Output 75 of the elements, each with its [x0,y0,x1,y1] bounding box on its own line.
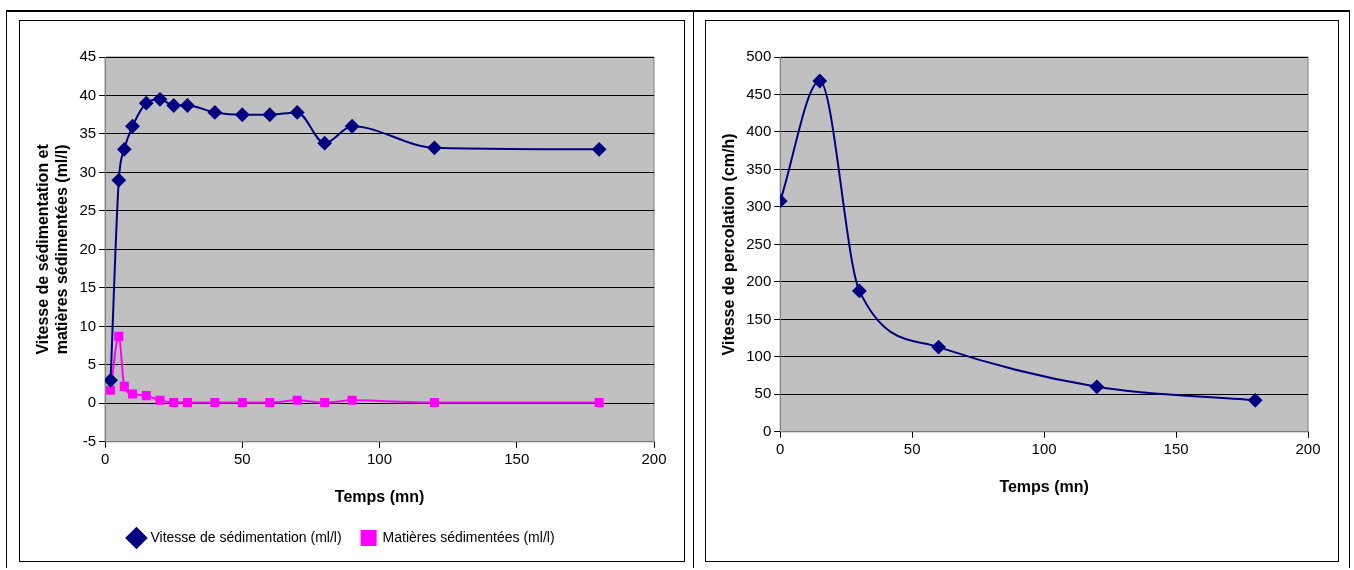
point [117,142,132,157]
point [812,73,827,88]
point [931,340,946,355]
point [429,398,439,408]
point [427,140,442,155]
y-tick-label: 35 [79,124,97,142]
y-tick-label: 100 [746,346,772,364]
point [320,398,330,408]
point [180,98,195,113]
point [182,398,192,408]
y-tick-label: 45 [79,47,97,65]
point [317,136,332,151]
x-tick-label: 0 [100,449,110,467]
point [139,96,154,111]
y-tick-label: 500 [746,47,772,65]
y-tick-label: 10 [79,316,97,334]
x-tick-label: 100 [367,449,393,467]
point [852,283,867,298]
legend-label: Matières sédimentées (ml/l) [382,528,555,545]
y-tick-label: -5 [82,431,97,449]
point [235,107,250,122]
point [111,173,126,188]
point [128,389,138,399]
y-tick-label: 450 [746,84,772,102]
point [152,92,167,107]
x-tick-label: 50 [233,449,251,467]
x-tick-label: 200 [641,449,667,467]
x-tick-label: 150 [1163,439,1189,457]
point [210,398,220,408]
y-tick-label: 30 [79,162,97,180]
y-tick-label: 200 [746,272,772,290]
legend-label: Vitesse de sédimentation (ml/l) [150,528,342,545]
point [594,398,604,408]
point [169,398,179,408]
y-tick-label: 50 [754,384,772,402]
point [262,107,277,122]
x-axis-title: Temps (mn) [999,477,1089,495]
y-tick-label: 250 [746,234,772,252]
x-tick-label: 0 [776,439,785,457]
point [207,105,222,120]
y-tick-label: 25 [79,201,97,219]
y-tick-label: 0 [87,393,97,411]
x-tick-label: 150 [504,449,530,467]
y-tick-label: 5 [87,354,97,372]
x-tick-label: 100 [1031,439,1057,457]
point [106,385,116,395]
point [125,119,140,134]
y-tick-label: 400 [746,122,772,140]
point [155,395,165,405]
y-axis-title: Vitesse de percolation (cm/h) [720,133,738,356]
x-tick-label: 200 [1295,439,1321,457]
point [345,119,360,134]
y-axis-title: Vitesse de sédimentation et matières sédimentées (ml/l) [34,143,71,355]
y-tick-label: 350 [746,159,772,177]
point [141,391,151,401]
point [347,395,357,405]
point [166,98,181,113]
x-axis-title: Temps (mn) [334,487,425,505]
point [265,398,275,408]
x-tick-label: 50 [903,439,921,457]
point [592,142,607,157]
point [292,395,302,405]
point [1248,393,1263,408]
point [114,331,124,341]
y-tick-label: 20 [79,239,97,257]
point [1089,379,1104,394]
point [290,105,305,120]
y-tick-label: 150 [746,309,772,327]
y-tick-label: 40 [79,85,97,103]
point [237,398,247,408]
y-tick-label: 15 [79,278,97,296]
point [105,373,118,388]
point [119,381,129,391]
y-tick-label: 300 [746,197,772,215]
y-tick-label: 0 [762,421,772,439]
